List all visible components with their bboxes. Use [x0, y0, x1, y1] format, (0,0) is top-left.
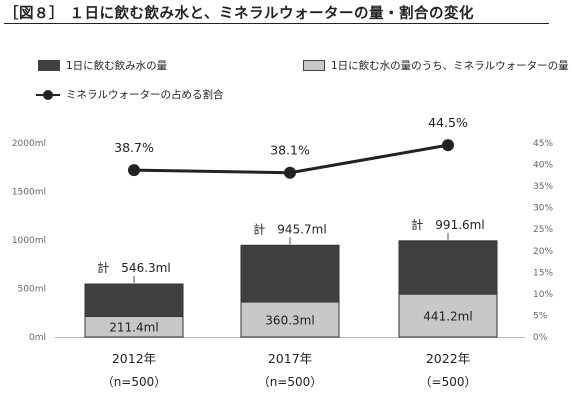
- title-underline: [4, 23, 549, 24]
- legend-swatch-total: [38, 60, 60, 71]
- legend-item-share: ミネラルウォーターの占める割合: [36, 87, 224, 102]
- legend-item-total: 1日に飲む飲み水の量: [38, 58, 167, 73]
- legend-swatch-mineral: [303, 60, 325, 71]
- y-right-tick-label: 10%: [533, 290, 553, 300]
- x-category-label: 2017年: [268, 351, 312, 366]
- y-left-tick-label: 2000ml: [12, 139, 46, 149]
- bar-total-label: 計 991.6ml: [411, 217, 484, 232]
- legend-swatch-share: [36, 89, 60, 101]
- bar-mineral: [84, 315, 184, 338]
- bar-mineral-label: 441.2ml: [423, 310, 472, 324]
- bar-total-remainder: [84, 283, 184, 317]
- bar-mineral-label: 211.4ml: [109, 321, 158, 335]
- x-category-label: 2022年: [426, 351, 470, 366]
- share-point: [128, 164, 140, 177]
- share-point-label: 44.5%: [428, 115, 468, 130]
- bar-mineral: [240, 301, 340, 338]
- y-right-tick-label: 15%: [533, 268, 553, 278]
- bar-total-remainder: [240, 244, 340, 303]
- share-point: [284, 166, 296, 179]
- bar-total-label: 計 546.3ml: [97, 260, 170, 275]
- bar-total-remainder: [398, 240, 498, 295]
- share-point-label: 38.7%: [114, 140, 154, 155]
- bar-mineral: [398, 293, 498, 338]
- y-right-tick-label: 25%: [533, 225, 553, 235]
- legend-label-share: ミネラルウォーターの占める割合: [66, 89, 224, 101]
- legend-label-total: 1日に飲む飲み水の量: [66, 60, 168, 72]
- y-left-tick-label: 1000ml: [12, 236, 46, 246]
- x-category-sublabel: （=500）: [420, 375, 477, 389]
- share-point: [442, 139, 454, 152]
- x-category-label: 2012年: [112, 351, 156, 366]
- y-right-tick-label: 5%: [533, 311, 548, 321]
- x-category-sublabel: （n=500）: [258, 375, 323, 389]
- chart-title: ［図８］ １日に飲む飲み水と、ミネラルウォーターの量・割合の変化: [4, 6, 474, 22]
- y-right-tick-label: 40%: [533, 161, 553, 171]
- share-point-label: 38.1%: [270, 143, 310, 158]
- y-left-tick-label: 1500ml: [12, 188, 46, 198]
- y-right-tick-label: 0%: [533, 333, 548, 343]
- y-right-tick-label: 30%: [533, 204, 553, 214]
- y-right-tick-label: 45%: [533, 139, 553, 149]
- x-category-sublabel: （n=500）: [102, 375, 167, 389]
- bar-mineral-label: 360.3ml: [265, 314, 314, 328]
- y-left-tick-label: 0ml: [29, 333, 46, 343]
- legend-label-mineral: 1日に飲む水の量のうち、ミネラルウォーターの量: [331, 60, 569, 72]
- legend-item-mineral: 1日に飲む水の量のうち、ミネラルウォーターの量: [303, 58, 569, 73]
- y-right-tick-label: 35%: [533, 182, 553, 192]
- y-left-tick-label: 500ml: [18, 285, 46, 295]
- bar-total-label: 計 945.7ml: [253, 221, 326, 236]
- y-right-tick-label: 20%: [533, 247, 553, 257]
